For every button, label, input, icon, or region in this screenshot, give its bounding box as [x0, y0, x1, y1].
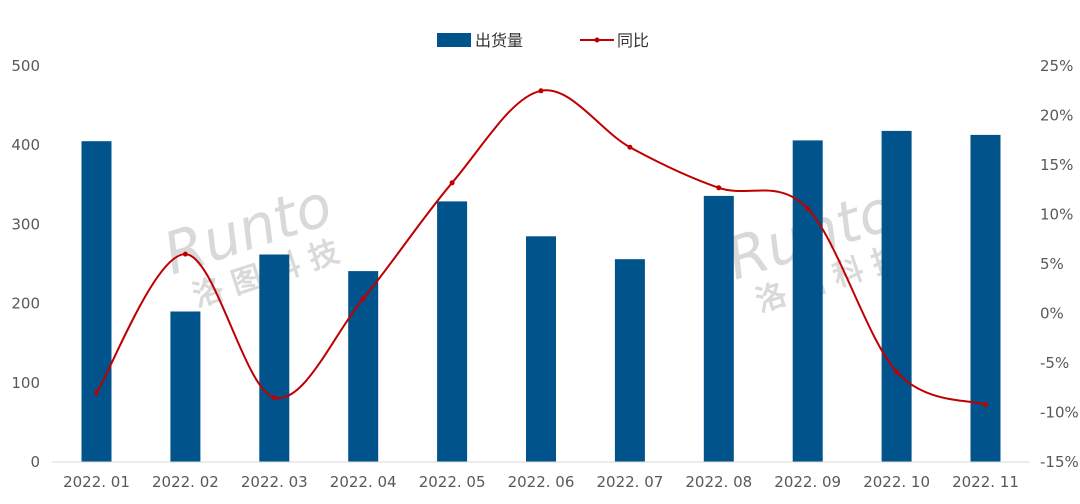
legend: 出货量 同比 — [437, 31, 649, 50]
x-tick-label: 2022. 11 — [952, 473, 1019, 491]
yoy-line — [95, 89, 986, 406]
right-tick-label: 10% — [1040, 206, 1073, 224]
yoy-point-202201 — [94, 390, 99, 396]
bars-layer — [81, 130, 1001, 462]
left-tick-label: 500 — [11, 57, 40, 75]
legend-bar-label: 出货量 — [475, 31, 523, 50]
left-tick-label: 100 — [11, 374, 40, 392]
bar-202202 — [170, 311, 201, 462]
legend-bar-swatch — [437, 33, 471, 47]
bar-202210 — [881, 130, 912, 462]
bar-202208 — [703, 195, 734, 462]
bar-202203 — [259, 254, 290, 462]
line-layer — [94, 88, 988, 408]
left-tick-label: 400 — [11, 136, 40, 154]
legend-line-marker — [594, 37, 600, 43]
bar-202204 — [348, 271, 379, 462]
right-tick-label: -10% — [1040, 404, 1079, 422]
bar-202207 — [614, 259, 645, 462]
right-tick-label: 5% — [1040, 255, 1064, 273]
left-tick-label: 300 — [11, 215, 40, 233]
left-tick-label: 200 — [11, 295, 40, 313]
x-tick-label: 2022. 04 — [330, 473, 397, 491]
x-tick-label: 2022. 05 — [419, 473, 486, 491]
ticks-layer: 0 100 200 300 400 500 -15% -10% -5% 0% 5% 10% 15% 20%… — [11, 57, 1078, 491]
yoy-point-202203 — [271, 395, 277, 401]
bar-202211 — [970, 134, 1001, 462]
legend-line-label: 同比 — [617, 31, 649, 50]
yoy-point-202208 — [716, 185, 722, 191]
yoy-point-202209 — [805, 206, 811, 212]
yoy-point-202205 — [449, 180, 455, 186]
x-tick-label: 2022. 02 — [152, 473, 219, 491]
right-tick-label: -15% — [1040, 453, 1079, 471]
yoy-point-202204 — [360, 296, 366, 302]
x-tick-label: 2022. 09 — [774, 473, 841, 491]
right-tick-label: 20% — [1040, 107, 1073, 125]
right-tick-label: 0% — [1040, 305, 1064, 323]
left-tick-label: 0 — [30, 453, 40, 471]
right-tick-label: -5% — [1040, 354, 1069, 372]
yoy-point-202202 — [182, 251, 188, 257]
x-tick-label: 2022. 10 — [863, 473, 930, 491]
right-tick-label: 15% — [1040, 156, 1073, 174]
x-tick-label: 2022. 07 — [597, 473, 664, 491]
yoy-point-202211 — [983, 402, 988, 408]
x-tick-label: 2022. 03 — [241, 473, 308, 491]
bar-202201 — [81, 141, 112, 462]
bar-202209 — [792, 140, 823, 462]
right-tick-label: 25% — [1040, 57, 1073, 75]
bar-202205 — [437, 201, 468, 462]
yoy-point-202210 — [894, 369, 900, 375]
yoy-point-202207 — [627, 144, 633, 150]
yoy-point-202206 — [538, 88, 544, 94]
bar-202206 — [526, 236, 556, 462]
x-tick-label: 2022. 01 — [63, 473, 130, 491]
x-tick-label: 2022. 06 — [508, 473, 575, 491]
x-tick-label: 2022. 08 — [685, 473, 752, 491]
